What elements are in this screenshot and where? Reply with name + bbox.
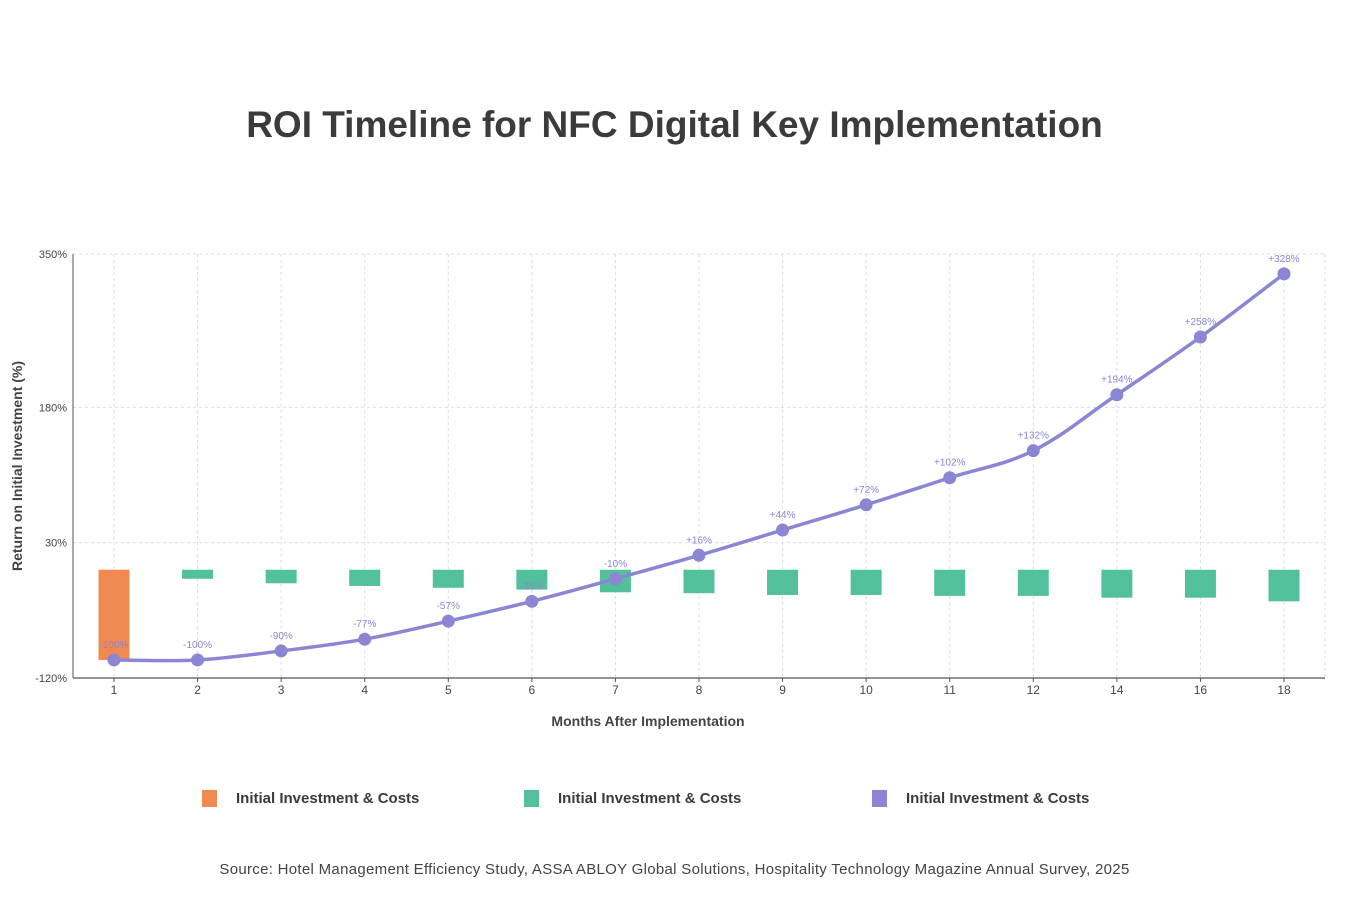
legend-label: Initial Investment & Costs [906,790,1090,807]
source-note: Source: Hotel Management Efficiency Stud… [219,861,1130,878]
bar [516,569,548,590]
roi-point [525,594,539,608]
legend-swatch-green [524,790,539,807]
x-tick-label: 18 [1277,683,1291,697]
y-tick-label: 30% [45,538,67,550]
roi-point [441,614,455,628]
bar [767,569,799,596]
roi-point [608,572,622,586]
roi-data-label: +328% [1268,254,1300,265]
x-tick-label: 1 [111,683,118,697]
x-tick-label: 3 [278,683,285,697]
x-tick-label: 7 [612,683,619,697]
roi-point [943,471,957,485]
roi-data-label: +132% [1018,431,1050,442]
bar [1184,569,1216,598]
x-tick-label: 2 [194,683,201,697]
y-tick-label: 350% [39,249,67,261]
legend-label: Initial Investment & Costs [236,790,420,807]
roi-point [358,632,372,646]
x-tick-label: 12 [1027,683,1041,697]
bar [1101,569,1133,598]
x-tick-label: 8 [696,683,703,697]
bar [683,569,715,594]
x-tick-label: 11 [943,683,956,697]
bar [934,569,966,596]
roi-data-label: +258% [1185,317,1217,328]
bar [1268,569,1300,602]
legend-label: Initial Investment & Costs [558,790,742,807]
roi-data-label: +16% [686,535,712,546]
roi-data-label: -100% [100,640,129,651]
y-axis-title: Return on Initial Investment (%) [9,361,25,571]
x-tick-label: 4 [361,683,368,697]
roi-data-label: +102% [934,458,966,469]
roi-point [1026,444,1040,458]
roi-data-label: -57% [437,601,460,612]
roi-point [274,644,288,658]
bar [265,569,297,584]
bar [1017,569,1049,596]
chart-title: ROI Timeline for NFC Digital Key Impleme… [246,104,1103,145]
bar [349,569,381,586]
bar [432,569,464,588]
x-tick-label: 14 [1110,683,1124,697]
x-axis-title: Months After Implementation [551,713,744,729]
bar [182,569,214,579]
x-tick-label: 10 [859,683,873,697]
x-tick-label: 6 [529,683,536,697]
legend-item-orange[interactable]: Initial Investment & Costs [202,790,419,807]
bar [98,569,130,660]
roi-point [1110,388,1124,402]
bar [850,569,882,596]
roi-point [692,548,706,562]
roi-data-label: -10% [604,559,627,570]
roi-point [1277,267,1291,281]
roi-point [191,653,205,667]
legend-swatch-orange [202,790,217,807]
roi-point [107,653,121,667]
roi-data-label: +44% [770,510,796,521]
legend-item-purple[interactable]: Initial Investment & Costs [872,790,1089,807]
x-tick-label: 9 [779,683,786,697]
roi-data-label: -100% [183,640,212,651]
roi-point [1193,330,1207,344]
roi-data-label: -35% [520,581,543,592]
roi-point [776,523,790,537]
legend-item-green[interactable]: Initial Investment & Costs [524,790,741,807]
legend: Initial Investment & Costs Initial Inves… [0,790,1349,812]
legend-swatch-purple [872,790,887,807]
x-tick-label: 16 [1194,683,1208,697]
x-tick-label: 5 [445,683,452,697]
roi-data-label: +72% [853,485,879,496]
roi-data-label: +194% [1101,375,1133,386]
y-tick-label: -120% [35,673,67,685]
roi-data-label: -90% [269,631,292,642]
roi-data-label: -77% [353,619,376,630]
roi-chart: 350%180%30%-120%1 2 3 4 5 6 7 8 9 10 11 12 14 16 18Mon… [9,249,1326,729]
roi-point [859,498,873,512]
y-tick-label: 180% [39,402,67,414]
